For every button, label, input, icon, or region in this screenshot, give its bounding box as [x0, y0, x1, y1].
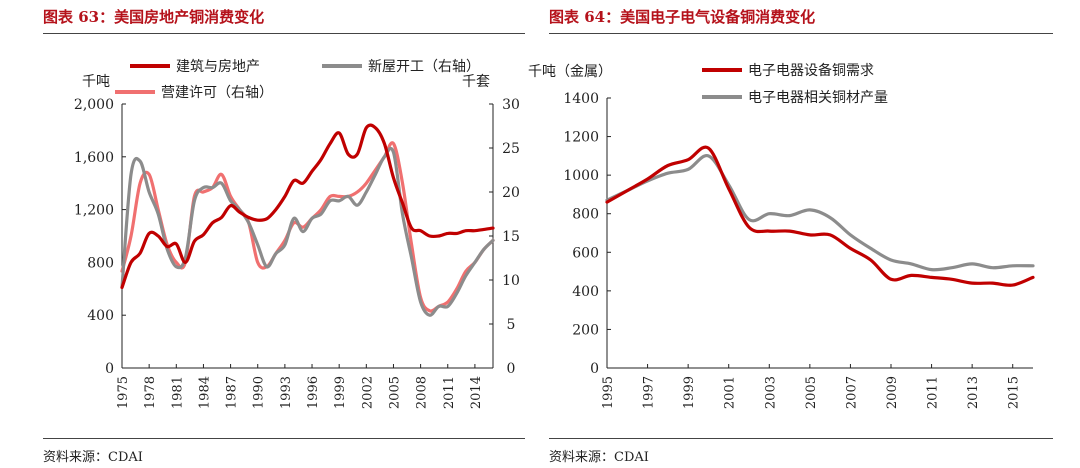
chart63-left-unit-label: 千吨	[82, 74, 110, 90]
figure-64-title-rule	[549, 33, 1053, 34]
figure-64-title: 图表 64：美国电子电气设备铜消费变化	[549, 8, 816, 26]
chart63-y2-tick-label: 25	[502, 141, 520, 157]
chart63-x-tick-label: 2005	[387, 376, 402, 409]
chart64-y-tick-label: 600	[572, 245, 599, 261]
figure-64-source-rule	[549, 438, 1053, 439]
chart63-y2-tick-label: 0	[507, 361, 516, 377]
chart64-x-tick-label: 2003	[763, 376, 778, 409]
chart63-series-0-line	[120, 123, 495, 290]
chart63-y2-tick-label: 30	[502, 97, 520, 113]
chart64-x-tick-label: 2005	[804, 376, 819, 409]
chart64-legend-label-0: 电子电器设备铜需求	[748, 62, 874, 79]
chart63-x-tick-label: 1996	[306, 376, 321, 409]
chart63-y-tick-label: 2,000	[74, 97, 114, 113]
figure-63-source: 资料来源：CDAI	[43, 450, 143, 465]
chart63-y2-tick-label: 5	[507, 317, 516, 333]
chart64-y-tick-label: 1400	[563, 91, 599, 107]
chart63-x-tick-label: 1987	[225, 376, 240, 409]
chart63-x-tick-label: 1999	[333, 376, 348, 409]
chart63-legend-label-1: 新屋开工（右轴）	[368, 59, 480, 75]
chart63-x-tick-label: 1984	[197, 376, 212, 409]
chart63-y-tick-label: 1,200	[74, 203, 114, 219]
chart63-x-tick-label: 2011	[442, 376, 457, 409]
chart64-x-tick-label: 2007	[844, 376, 859, 409]
chart63-x-tick-label: 1993	[279, 376, 294, 409]
chart63-y2-tick-label: 10	[502, 273, 520, 289]
chart63-y-tick-label: 800	[87, 255, 114, 271]
chart64-x-tick-label: 2013	[966, 376, 981, 409]
chart64-x-tick-label: 2009	[885, 376, 900, 409]
chart64-x-tick-label: 1999	[682, 376, 697, 409]
chart63-legend-label-2: 营建许可（右轴）	[161, 85, 273, 101]
chart64-series-1-line	[605, 154, 1035, 272]
chart63-y2-tick-label: 20	[502, 185, 520, 201]
chart63-x-tick-label: 1981	[170, 376, 185, 409]
chart64-x-tick-label: 2011	[926, 376, 941, 409]
figure-63-title-rule	[43, 33, 525, 34]
chart64-legend-label-1: 电子电器相关铜材产量	[748, 90, 888, 106]
chart63-series-1-line	[120, 146, 495, 317]
chart63-x-tick-label: 1990	[252, 376, 267, 409]
chart64-x-tick-label: 2001	[723, 376, 738, 409]
chart63-x-tick-label: 2014	[469, 376, 484, 409]
chart63-y-tick-label: 0	[105, 361, 114, 377]
chart64-y-tick-label: 400	[572, 284, 599, 300]
chart64-y-tick-label: 0	[590, 361, 599, 377]
figure-63-source-rule	[43, 438, 525, 439]
chart63-x-tick-label: 2008	[415, 376, 430, 409]
chart63-y2-tick-label: 15	[502, 229, 520, 245]
chart63-right-unit-label: 千套	[462, 74, 490, 90]
chart64-series-0-line	[605, 145, 1035, 287]
chart63-y-tick-label: 400	[87, 308, 114, 324]
chart63-y-tick-label: 1,600	[74, 150, 114, 166]
chart64-y-tick-label: 1200	[563, 130, 599, 146]
chart64-x-tick-label: 1995	[601, 376, 616, 409]
chart64-y-tick-label: 200	[572, 322, 599, 338]
chart63-legend-label-0: 建筑与房地产	[176, 59, 260, 75]
chart64-left-unit-label: 千吨（金属）	[528, 64, 612, 80]
chart63-x-tick-label: 1975	[116, 376, 131, 409]
chart64-y-tick-label: 800	[572, 207, 599, 223]
chart64-x-tick-label: 1997	[642, 376, 657, 409]
chart63-x-tick-label: 2002	[360, 376, 375, 409]
chart64-x-tick-label: 2015	[1007, 376, 1022, 409]
figure-63-title: 图表 63：美国房地产铜消费变化	[43, 8, 265, 26]
figure-64-source: 资料来源：CDAI	[549, 450, 649, 465]
chart63-x-tick-label: 1978	[143, 376, 158, 409]
chart64-y-tick-label: 1000	[563, 168, 599, 184]
